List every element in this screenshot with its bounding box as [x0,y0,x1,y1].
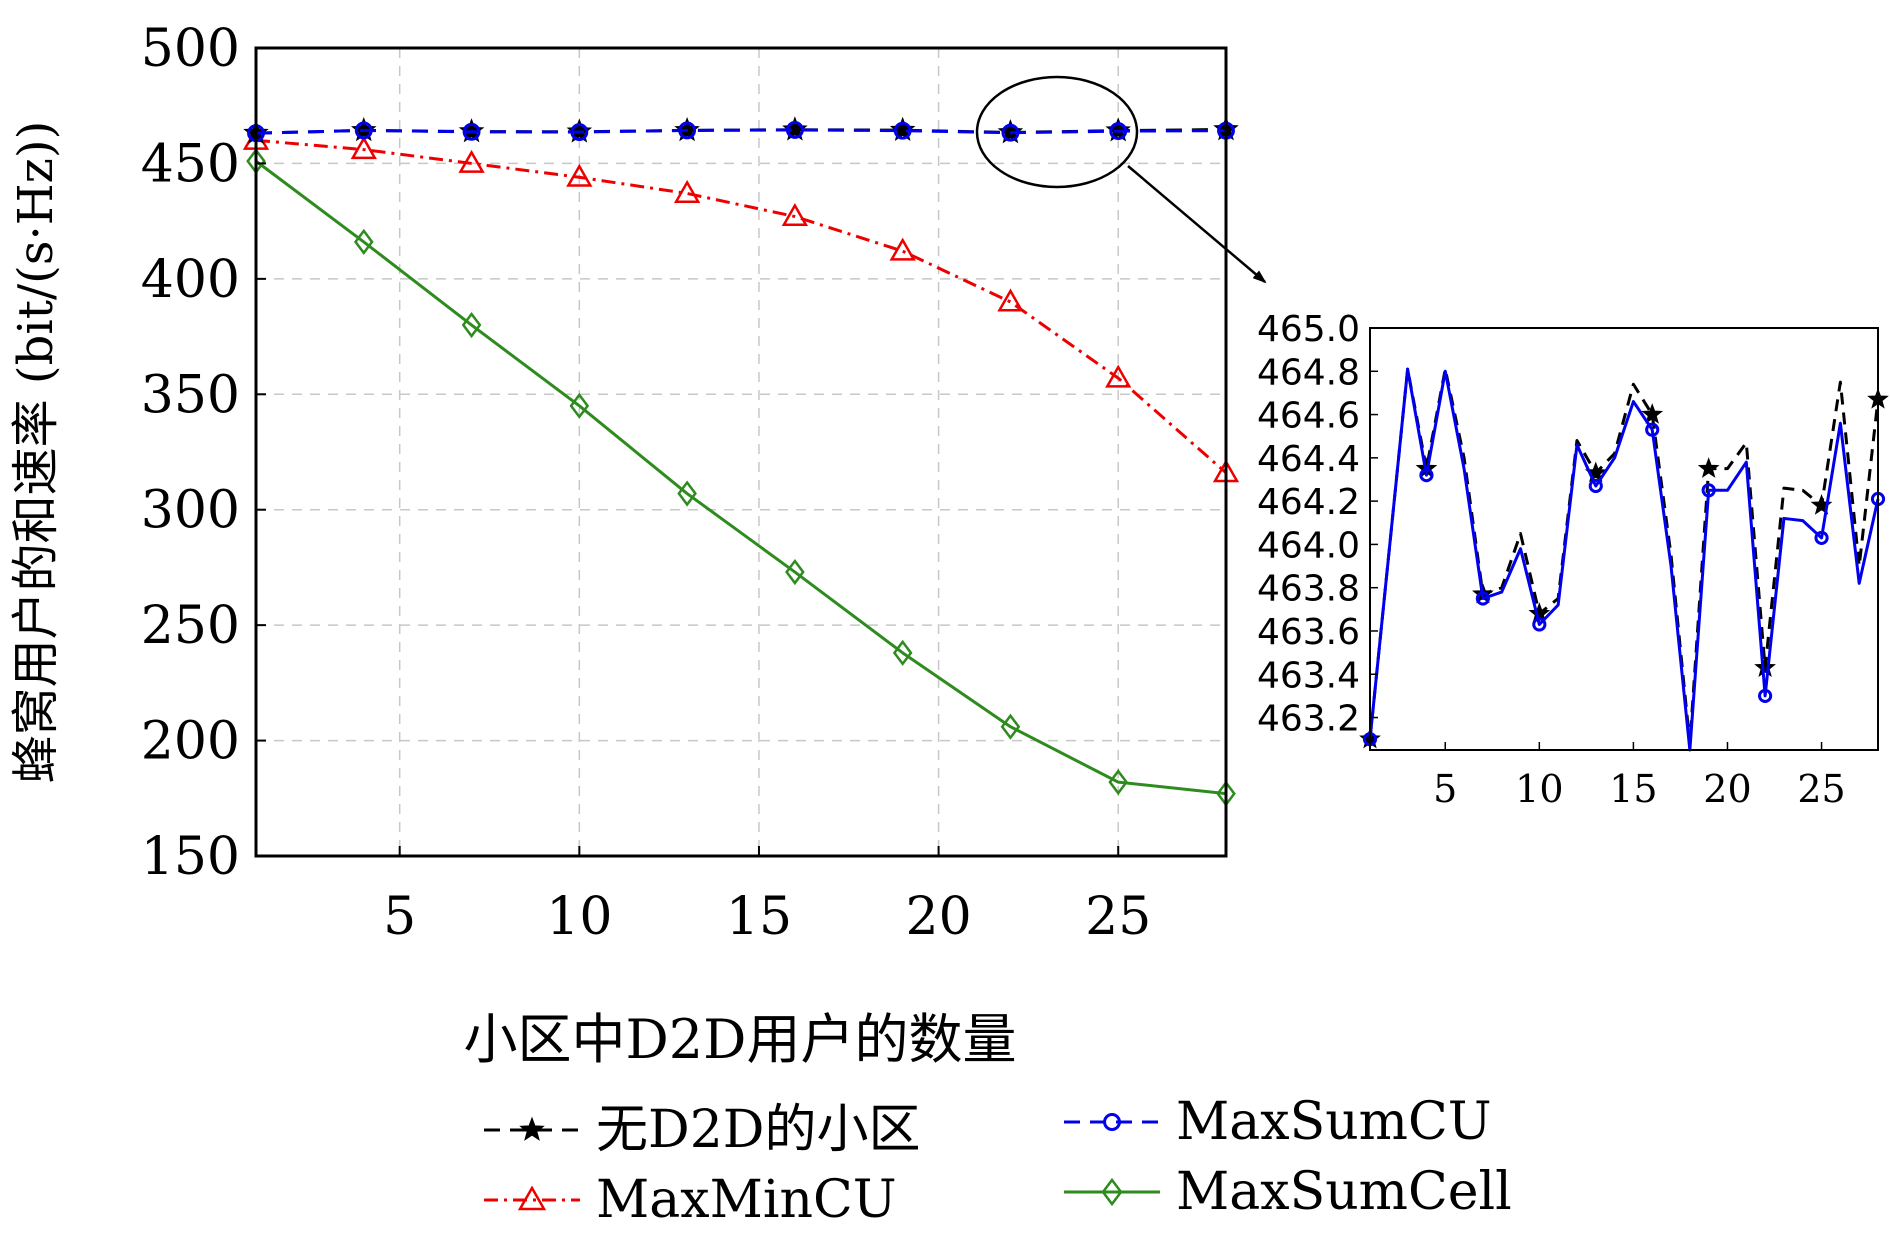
series-0-marker [1105,117,1131,142]
y-tick-label: 350 [141,365,240,425]
inset-series-line-1 [1368,367,1880,752]
series-line-1 [255,128,1227,135]
inset-y-tick-label: 464.2 [1257,482,1360,523]
series-3-marker [677,480,697,507]
zoom-ellipse [975,75,1139,189]
zoom-arrow [1127,165,1267,284]
x-tick-label: 5 [383,887,416,947]
legend-marker [1101,1177,1123,1207]
series-2-marker [566,163,593,187]
main-grid [256,47,1226,857]
series-3-marker [1108,769,1129,796]
inset-series-1-marker [1645,422,1660,437]
series-1-marker [462,122,481,141]
inset-series-group [1359,367,1889,752]
series-3-marker [569,392,590,419]
inset-x-tick-label: 25 [1797,767,1845,811]
series-0-marker [782,116,808,141]
series-1-marker [678,121,697,140]
legend-label: MaxSumCell [1176,1162,1512,1222]
legend-marker [519,1116,545,1141]
inset-series-1-marker [1814,530,1829,545]
legend-marker [1103,1113,1121,1131]
y-tick-label: 500 [141,19,240,79]
x-axis-label: 小区中D2D用户的数量 [464,1008,1017,1071]
series-line-3 [255,159,1227,796]
legend-label: MaxSumCU [1176,1092,1492,1152]
legend-item: MaxMinCU [484,1170,897,1230]
y-tick-label: 200 [141,712,240,772]
inset-x-tick-label: 10 [1515,767,1563,811]
inset-series-1-marker [1588,478,1603,494]
series-1-marker [893,121,912,140]
x-tick-label: 10 [546,887,612,947]
series-1-marker [570,123,589,141]
series-1-marker [785,121,804,139]
inset-y-tick-label: 463.4 [1257,655,1360,696]
main-x-ticks: 5 10 15 20 25 [383,846,1151,947]
x-tick-label: 25 [1085,887,1151,947]
series-2-marker [997,288,1024,312]
legend-item: MaxSumCU [1064,1092,1492,1152]
inset-series-1-marker [1475,591,1490,606]
inset-series-1-marker [1758,688,1773,703]
series-2-marker [350,136,377,160]
inset-x-ticks: 5 10 15 20 25 [1433,742,1846,811]
inset-series-1-marker [1419,468,1434,483]
series-line-2 [255,138,1227,474]
inset-series-0-marker [1697,457,1720,478]
inset-x-tick-label: 5 [1433,767,1457,811]
series-2-marker [673,179,701,203]
y-tick-label: 300 [141,481,240,541]
inset-y-ticks: 463.2463.4463.6463.8464.0464.2464.4464.6… [1257,309,1378,740]
series-2-marker [889,237,916,261]
series-1-marker [354,121,373,140]
inset-y-tick-label: 465.0 [1257,309,1360,350]
inset-y-tick-label: 463.8 [1257,569,1360,610]
legend-label: MaxMinCU [596,1170,897,1230]
series-2-marker [1105,364,1132,388]
y-axis-label: 蜂窝用户的和速率 (bit/(s·Hz)) [8,121,64,784]
y-tick-label: 450 [141,134,240,194]
series-0-marker [889,116,916,142]
series-1-marker [1001,123,1020,142]
x-tick-label: 20 [906,887,972,947]
series-2-marker [458,149,485,173]
y-tick-label: 150 [141,827,240,887]
inset-y-tick-label: 463.6 [1257,612,1360,653]
legend-marker [517,1185,547,1211]
main-y-ticks: 150 200 250 300 350 400 450 500 [141,19,266,887]
inset-y-tick-label: 464.0 [1257,525,1360,566]
inset-y-tick-label: 464.4 [1257,439,1360,480]
series-1-marker [1109,122,1128,141]
inset-series-1-marker [1701,483,1716,498]
y-tick-label: 400 [141,250,240,310]
y-tick-label: 250 [141,596,240,656]
series-3-marker [353,228,374,256]
series-3-marker [1000,713,1021,740]
legend: 无D2D的小区 MaxSumCU MaxMinCU MaxSumCell [484,1092,1512,1230]
legend-item: MaxSumCell [1064,1162,1512,1222]
legend-label: 无D2D的小区 [596,1100,920,1160]
inset-x-tick-label: 20 [1703,767,1751,811]
main-series-group [242,116,1240,807]
inset-series-0-marker [1754,656,1776,678]
series-3-marker [461,311,482,339]
inset-y-tick-label: 463.2 [1257,699,1360,740]
inset-x-tick-label: 15 [1609,767,1657,811]
inset-series-0-marker [1641,403,1664,424]
legend-item: 无D2D的小区 [484,1100,920,1160]
x-tick-label: 15 [726,887,792,947]
series-3-marker [892,639,913,666]
inset-series-1-marker [1532,617,1547,632]
series-3-marker [785,558,805,586]
inset-y-tick-label: 464.6 [1257,396,1360,437]
main-plot-frame [254,46,1228,858]
inset-y-tick-label: 464.8 [1257,352,1360,393]
inset-plot-frame [1369,327,1879,751]
series-2-marker [781,203,809,227]
